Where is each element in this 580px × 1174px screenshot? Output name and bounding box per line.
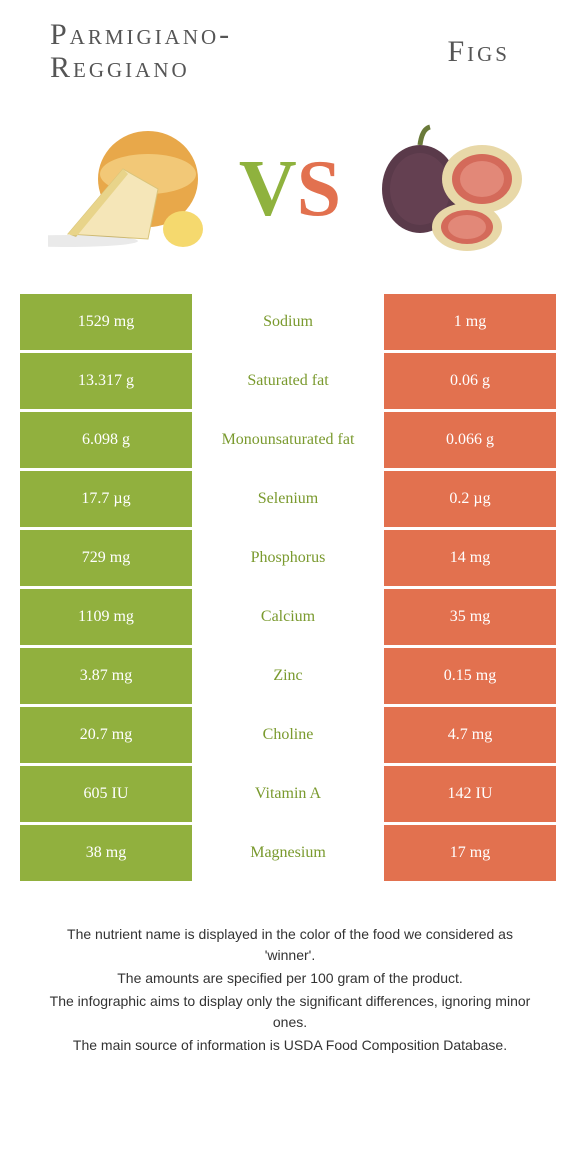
nutrient-label-cell: Calcium — [195, 589, 381, 645]
nutrient-row: 20.7 mgCholine4.7 mg — [20, 707, 560, 763]
nutrient-row: 13.317 gSaturated fat0.06 g — [20, 353, 560, 409]
nutrient-row: 17.7 µgSelenium0.2 µg — [20, 471, 560, 527]
footer-line-1: The nutrient name is displayed in the co… — [40, 924, 540, 966]
hero-row: VS — [0, 94, 580, 294]
nutrient-row: 605 IUVitamin A142 IU — [20, 766, 560, 822]
nutrient-label-cell: Magnesium — [195, 825, 381, 881]
nutrient-label-cell: Selenium — [195, 471, 381, 527]
left-value-cell: 729 mg — [20, 530, 192, 586]
footer-line-4: The main source of information is USDA F… — [40, 1035, 540, 1056]
left-value-cell: 1109 mg — [20, 589, 192, 645]
left-value-cell: 1529 mg — [20, 294, 192, 350]
right-value-cell: 35 mg — [384, 589, 556, 645]
left-value-cell: 38 mg — [20, 825, 192, 881]
right-value-cell: 0.2 µg — [384, 471, 556, 527]
footer-notes: The nutrient name is displayed in the co… — [0, 884, 580, 1056]
right-value-cell: 142 IU — [384, 766, 556, 822]
cheese-image — [43, 114, 213, 264]
figs-image — [367, 114, 537, 264]
right-value-cell: 17 mg — [384, 825, 556, 881]
header: Parmigiano- Reggiano Figs — [0, 0, 580, 94]
nutrient-label-cell: Saturated fat — [195, 353, 381, 409]
nutrient-label-cell: Zinc — [195, 648, 381, 704]
right-value-cell: 1 mg — [384, 294, 556, 350]
left-value-cell: 20.7 mg — [20, 707, 192, 763]
left-value-cell: 605 IU — [20, 766, 192, 822]
footer-line-3: The infographic aims to display only the… — [40, 991, 540, 1033]
right-value-cell: 14 mg — [384, 530, 556, 586]
food-left-title: Parmigiano- Reggiano — [40, 18, 280, 84]
nutrient-label-cell: Phosphorus — [195, 530, 381, 586]
right-value-cell: 4.7 mg — [384, 707, 556, 763]
nutrient-row: 38 mgMagnesium17 mg — [20, 825, 560, 881]
left-value-cell: 6.098 g — [20, 412, 192, 468]
nutrient-label-cell: Vitamin A — [195, 766, 381, 822]
nutrient-table: 1529 mgSodium1 mg13.317 gSaturated fat0.… — [20, 294, 560, 881]
food-left-title-line2: Reggiano — [50, 51, 190, 84]
nutrient-row: 1109 mgCalcium35 mg — [20, 589, 560, 645]
nutrient-row: 729 mgPhosphorus14 mg — [20, 530, 560, 586]
food-right-title: Figs — [280, 35, 540, 68]
vs-s-letter: S — [297, 144, 342, 235]
left-value-cell: 3.87 mg — [20, 648, 192, 704]
right-value-cell: 0.066 g — [384, 412, 556, 468]
left-value-cell: 17.7 µg — [20, 471, 192, 527]
vs-label: VS — [239, 144, 341, 235]
footer-line-2: The amounts are specified per 100 gram o… — [40, 968, 540, 989]
food-left-title-line1: Parmigiano- — [50, 18, 232, 51]
nutrient-label-cell: Choline — [195, 707, 381, 763]
right-value-cell: 0.06 g — [384, 353, 556, 409]
vs-v-letter: V — [239, 144, 297, 235]
right-value-cell: 0.15 mg — [384, 648, 556, 704]
nutrient-label-cell: Monounsaturated fat — [195, 412, 381, 468]
nutrient-row: 1529 mgSodium1 mg — [20, 294, 560, 350]
nutrient-row: 3.87 mgZinc0.15 mg — [20, 648, 560, 704]
left-value-cell: 13.317 g — [20, 353, 192, 409]
nutrient-label-cell: Sodium — [195, 294, 381, 350]
nutrient-row: 6.098 gMonounsaturated fat0.066 g — [20, 412, 560, 468]
